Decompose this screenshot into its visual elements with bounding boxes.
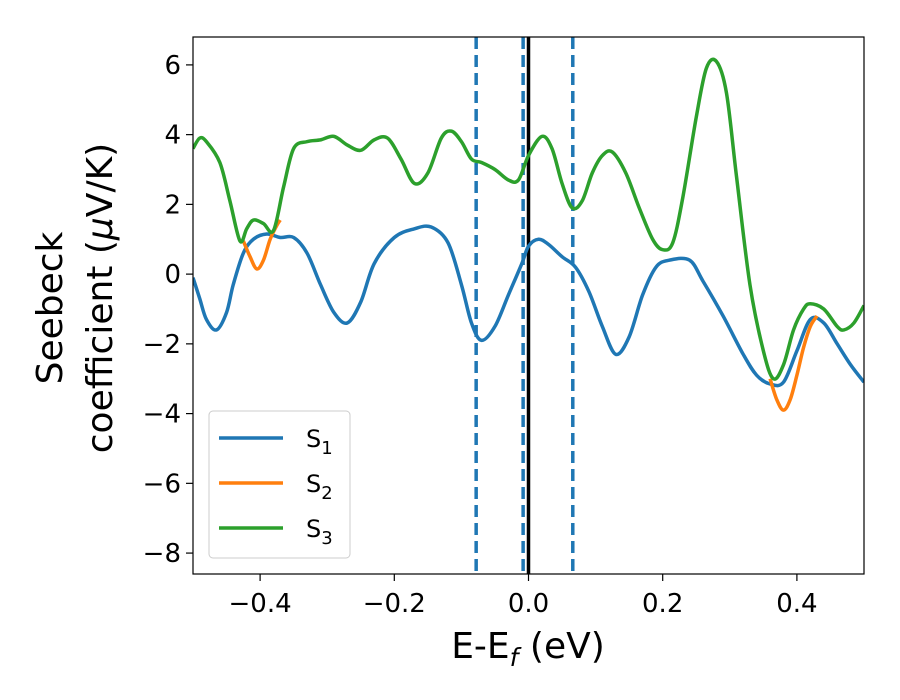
- x-axis-ticks: −0.4 −0.2 0.0 0.2 0.4: [229, 574, 818, 619]
- legend-label-s2: S2: [306, 470, 333, 504]
- x-tick-label: 0.4: [776, 589, 817, 619]
- series-line-s2-segment-1: [768, 314, 819, 412]
- x-tick-label: −0.4: [229, 589, 292, 619]
- svg-text:Seebeck: Seebeck: [30, 231, 71, 384]
- plot-area: [193, 37, 864, 574]
- x-tick-label: −0.2: [363, 589, 426, 619]
- x-tick-label: 0.0: [508, 589, 549, 619]
- y-tick-label: −4: [143, 400, 181, 430]
- y-tick-label: −2: [143, 330, 181, 360]
- legend-label-s3: S3: [306, 515, 333, 549]
- y-tick-label: −6: [143, 469, 181, 499]
- legend-label-s1: S1: [306, 425, 333, 459]
- y-axis-ticks: −8 −6 −4 −2 0 2 4 6: [143, 51, 193, 569]
- y-tick-label: 6: [164, 51, 181, 81]
- y-tick-label: −8: [143, 539, 181, 569]
- legend: S1 S2 S3: [208, 410, 351, 559]
- x-tick-label: 0.2: [642, 589, 683, 619]
- y-axis-label: Seebeck coefficient (μV/K): [30, 143, 121, 453]
- x-axis-label: E-Ef (eV): [451, 626, 605, 672]
- svg-text:coefficient (μV/K): coefficient (μV/K): [80, 143, 121, 453]
- y-tick-label: 4: [164, 121, 181, 151]
- series-line-s3: [193, 57, 864, 381]
- y-tick-label: 2: [164, 190, 181, 220]
- y-tick-label: 0: [164, 260, 181, 290]
